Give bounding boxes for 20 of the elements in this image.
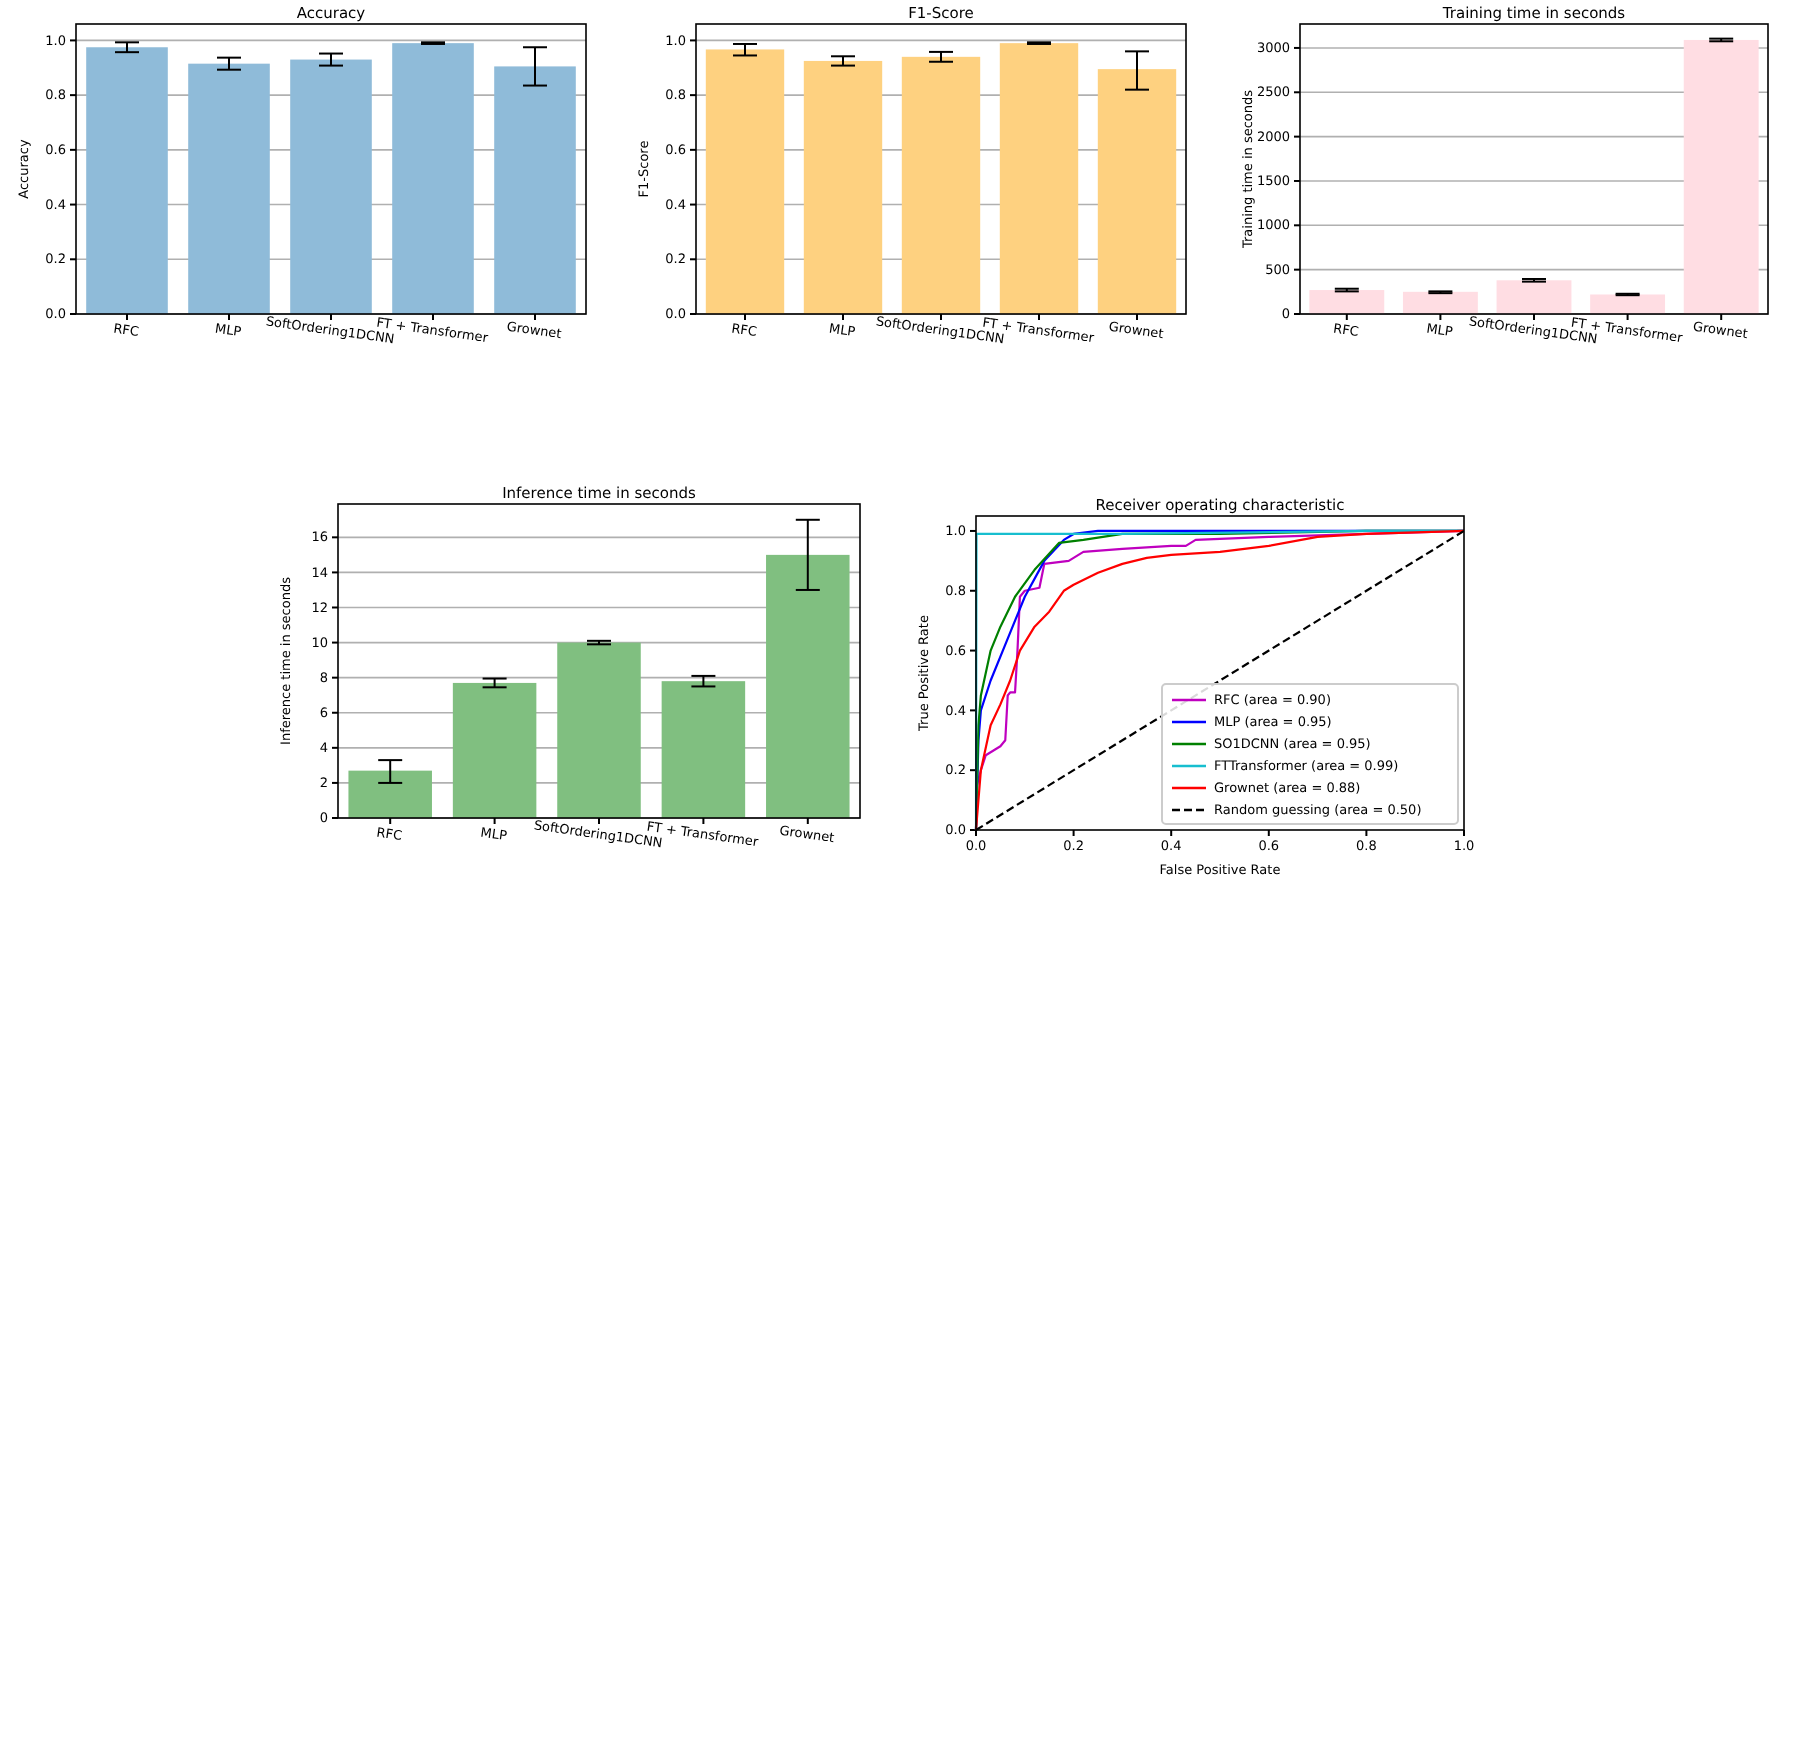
bar [1402, 291, 1478, 314]
bar [557, 642, 641, 818]
bar [766, 554, 850, 818]
bar [1097, 69, 1177, 314]
bar [661, 681, 746, 818]
bar [901, 56, 981, 314]
bar [290, 59, 372, 314]
bar [188, 63, 270, 314]
bar [999, 43, 1079, 314]
bar [86, 47, 168, 314]
bar [348, 770, 432, 818]
bar [494, 66, 576, 314]
bar [803, 60, 883, 314]
bar [392, 43, 474, 314]
bar [705, 49, 785, 314]
bar [1683, 39, 1759, 314]
bar [1496, 280, 1572, 314]
bar [452, 682, 537, 818]
bar [1309, 290, 1385, 314]
bar [1590, 294, 1666, 314]
